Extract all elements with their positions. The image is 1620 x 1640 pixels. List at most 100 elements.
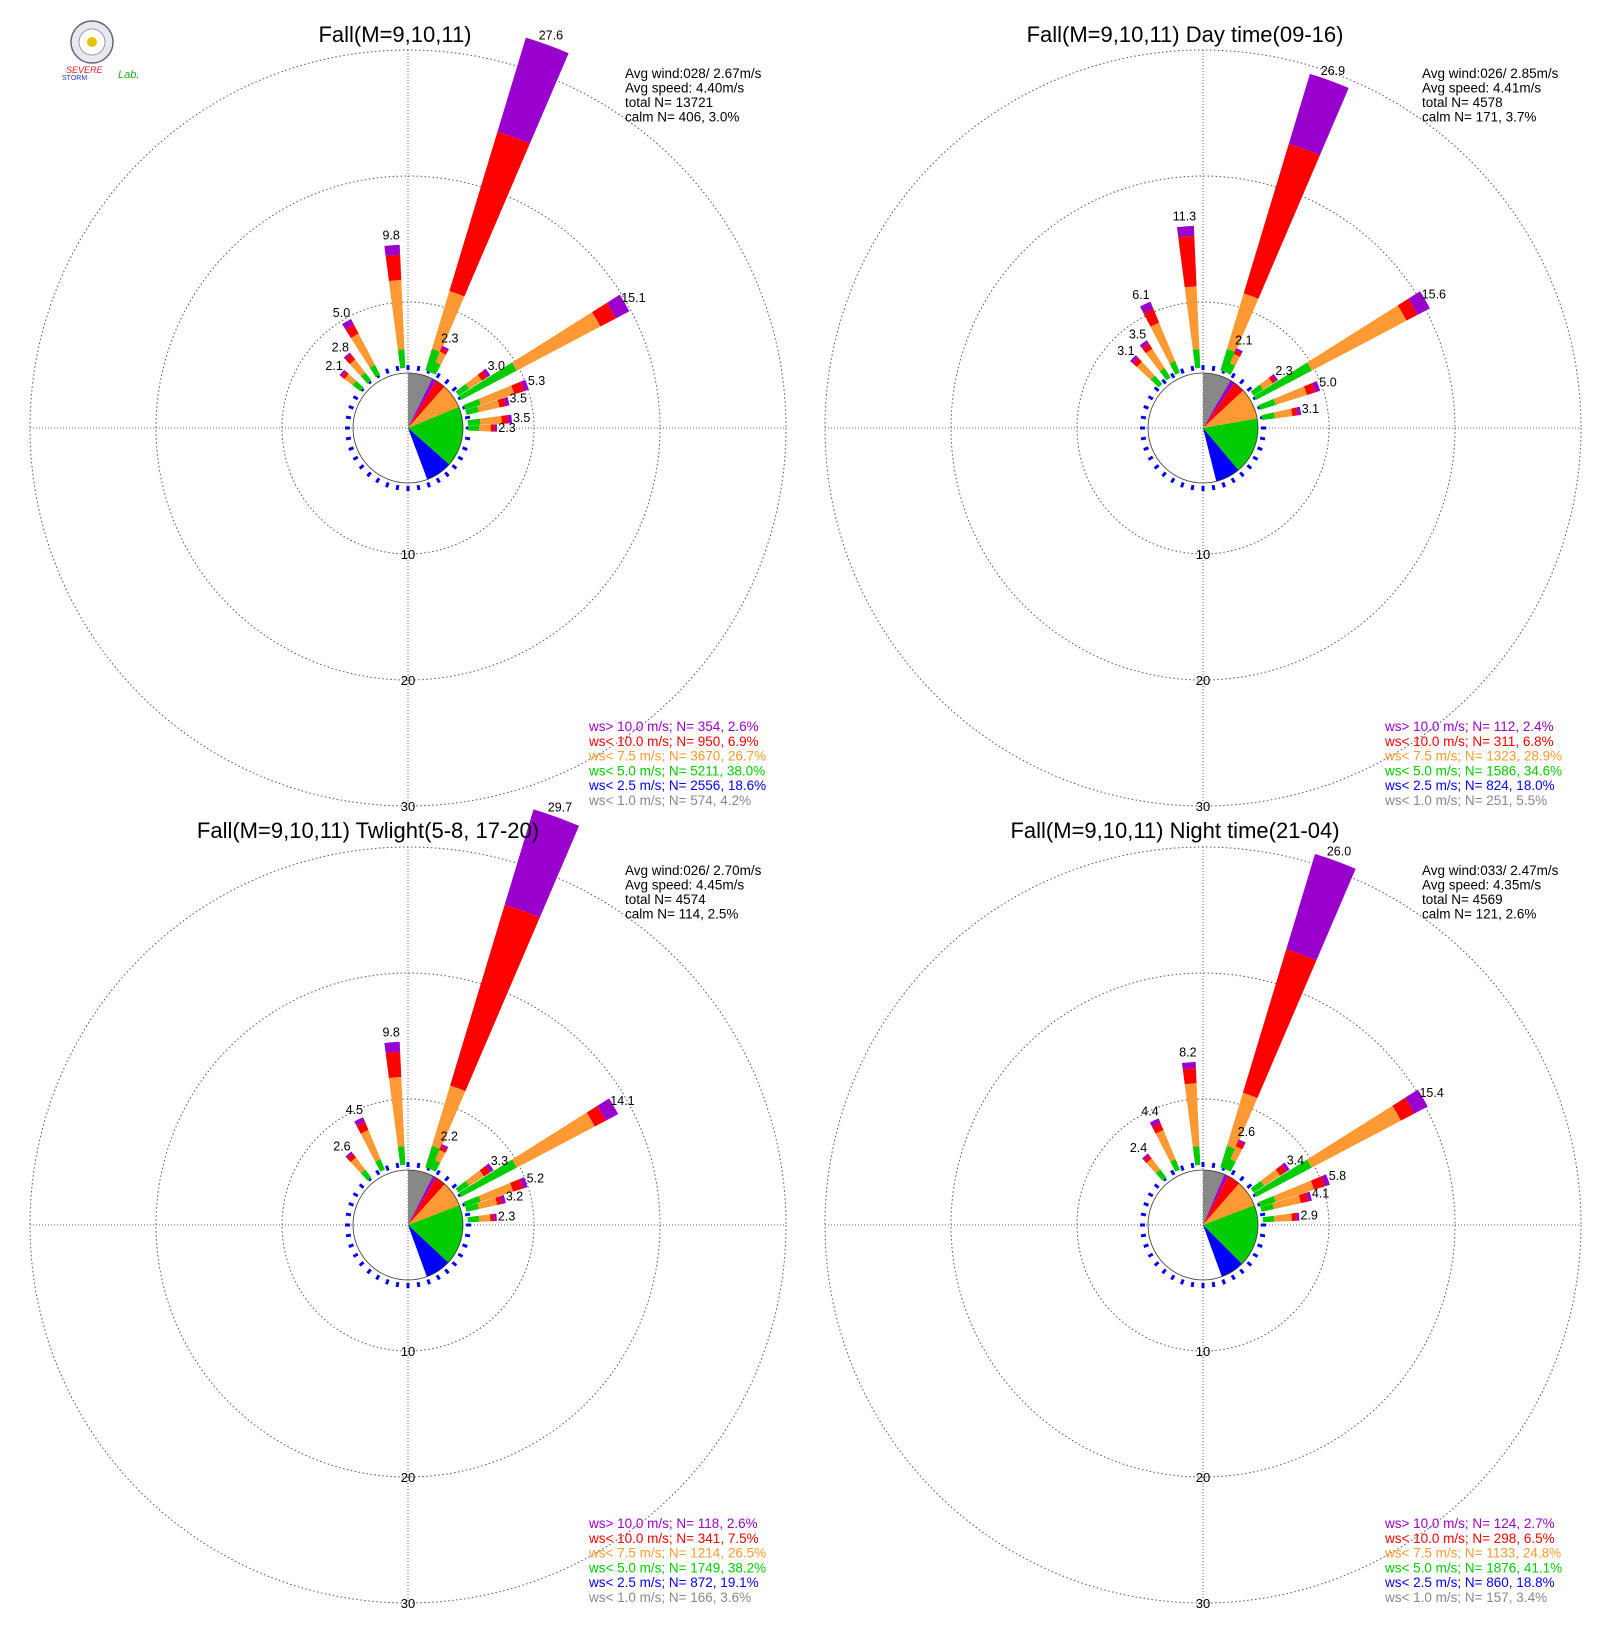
base-tick	[1211, 1162, 1216, 1169]
bar-segment	[1291, 1212, 1297, 1221]
pie-slice	[408, 373, 433, 428]
base-tick	[1161, 471, 1167, 478]
base-tick	[1153, 386, 1160, 392]
bar-label: 2.9	[1300, 1209, 1317, 1223]
bar-segment	[482, 368, 491, 378]
ring-label: 30	[401, 1596, 415, 1611]
bar-segment	[1155, 1169, 1167, 1181]
base-tick	[375, 477, 381, 484]
base-tick	[1170, 477, 1176, 484]
bar-segment	[1184, 286, 1200, 350]
base-tick	[348, 1202, 355, 1207]
chart-title: Fall(M=9,10,11)	[318, 22, 471, 47]
bar-label: 6.1	[1132, 288, 1149, 302]
bar-segment	[465, 406, 479, 415]
base-tick	[345, 415, 352, 420]
bar-label: 11.3	[1173, 209, 1196, 223]
bar-segment	[490, 424, 495, 432]
bar-label: 26.9	[1321, 64, 1345, 78]
base-tick	[1143, 1202, 1150, 1207]
base-tick	[366, 1268, 372, 1275]
bar-label: 3.4	[1287, 1153, 1304, 1167]
bar-segment	[1150, 322, 1176, 364]
bar-segment	[450, 904, 540, 1092]
base-tick	[348, 1243, 355, 1248]
base-tick	[1259, 436, 1266, 441]
base-tick	[1211, 484, 1216, 491]
base-tick	[395, 484, 400, 491]
bar-segment	[1258, 1195, 1276, 1207]
base-tick	[1239, 378, 1245, 385]
bar-segment	[455, 383, 470, 396]
base-tick	[1153, 1261, 1160, 1267]
bar-segment	[1268, 375, 1276, 384]
bar-label: 5.2	[527, 1172, 544, 1186]
base-tick	[1246, 464, 1253, 470]
stat-line: calm N= 406, 3.0%	[625, 110, 739, 125]
bar-segment	[397, 1146, 406, 1166]
base-tick	[395, 1162, 400, 1169]
bar-segment	[504, 809, 580, 918]
bar-segment	[478, 385, 515, 405]
bar-segment	[467, 425, 480, 431]
base-tick	[1256, 1243, 1263, 1248]
legend-entry: ws> 10.0 m/s; N= 112, 2.4%	[1384, 719, 1554, 734]
ring-circle	[29, 846, 787, 1604]
bar-segment	[501, 415, 509, 424]
bar-segment	[1260, 1203, 1274, 1212]
pie-slice	[1203, 382, 1244, 428]
bar-segment	[1181, 1061, 1196, 1070]
bar-label: 5.0	[333, 306, 350, 320]
legend-entry: ws< 2.5 m/s; N= 872, 19.1%	[588, 1575, 759, 1590]
bar-segment	[431, 1160, 441, 1172]
pie-slice	[1203, 1169, 1225, 1225]
pie-slice	[408, 1177, 445, 1225]
bar-segment	[1298, 1192, 1309, 1204]
bar-label: 15.1	[621, 291, 645, 305]
bar-segment	[458, 1159, 517, 1198]
base-tick	[1190, 1281, 1195, 1288]
base-tick	[464, 436, 471, 441]
legend-entry: ws> 10.0 m/s; N= 124, 2.7%	[1384, 1516, 1555, 1531]
bar-segment	[360, 1169, 372, 1181]
base-tick	[385, 368, 390, 375]
base-tick	[1259, 1233, 1266, 1238]
base-tick	[1147, 395, 1154, 401]
bar-segment	[467, 1215, 480, 1223]
ring-label: 20	[1196, 673, 1210, 688]
base-tick	[1190, 365, 1195, 372]
bar-segment	[1321, 1174, 1330, 1187]
stat-line: calm N= 171, 3.7%	[1422, 110, 1536, 125]
ring-label: 10	[401, 1344, 415, 1359]
base-tick	[1246, 1183, 1253, 1189]
ring-circle	[950, 175, 1456, 681]
base-tick	[1170, 1274, 1176, 1281]
bar-segment	[343, 352, 352, 360]
legend-entry: ws< 7.5 m/s; N= 3670, 26.7%	[588, 749, 766, 764]
bar-segment	[354, 1117, 366, 1126]
base-tick	[1239, 471, 1245, 478]
bar-segment	[1296, 1212, 1300, 1221]
bar-segment	[477, 1197, 498, 1210]
bar-segment	[597, 1098, 619, 1121]
bar-segment	[1155, 1130, 1176, 1162]
bar-segment	[494, 424, 497, 432]
stat-line: total N= 4569	[1422, 892, 1503, 907]
base-tick	[1170, 1169, 1176, 1176]
bar-segment	[1250, 1180, 1265, 1193]
base-tick	[457, 455, 464, 461]
bar-segment	[345, 324, 359, 338]
bar-label: 2.3	[498, 1209, 515, 1223]
bar-segment	[434, 1149, 446, 1163]
base-tick	[1180, 1278, 1185, 1285]
logo-star-icon	[87, 37, 97, 47]
bar-segment	[495, 1196, 503, 1206]
bar-segment	[1261, 412, 1275, 421]
bar-label: 2.4	[1130, 1141, 1147, 1155]
base-tick	[451, 386, 458, 392]
bar-segment	[1220, 1145, 1236, 1170]
bar-label: 27.6	[539, 28, 563, 42]
base-tick	[444, 378, 450, 385]
bar-segment	[1275, 1164, 1287, 1176]
base-tick	[1161, 378, 1167, 385]
